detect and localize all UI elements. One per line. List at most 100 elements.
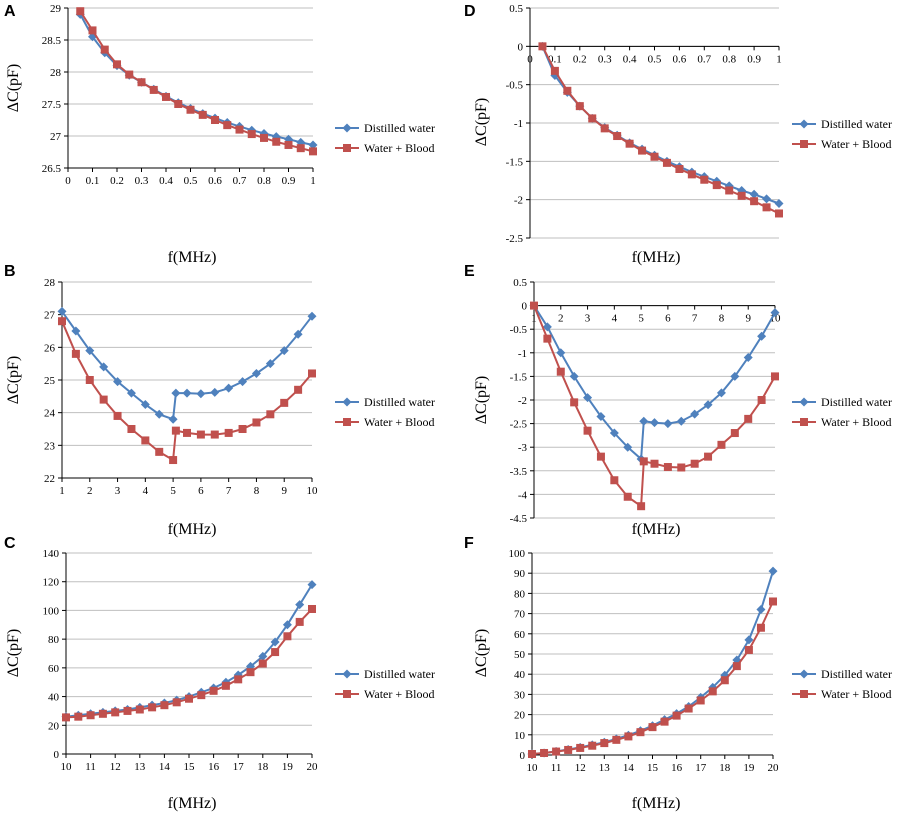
series-line-water-blood	[531, 601, 774, 755]
x-tick-label: 0	[527, 53, 533, 65]
data-point	[625, 139, 634, 148]
panel-letter: E	[464, 263, 475, 280]
data-point	[57, 306, 67, 316]
data-point	[185, 694, 193, 703]
x-tick-label: 10	[61, 761, 73, 773]
y-axis-title: ΔC(pF)	[5, 64, 22, 113]
legend-label: Distilled water	[821, 117, 892, 131]
data-point	[223, 121, 232, 130]
data-point	[196, 389, 206, 399]
x-tick-label: 0.5	[184, 175, 198, 187]
y-tick-label: 26.5	[42, 163, 62, 175]
data-point	[677, 463, 686, 472]
x-tick-label: 0.9	[282, 175, 296, 187]
data-point	[234, 675, 243, 684]
x-tick-label: 1	[59, 485, 65, 497]
data-point	[265, 359, 275, 369]
x-tick-label: 1	[310, 175, 316, 187]
data-point	[636, 728, 645, 737]
data-point	[769, 597, 777, 606]
y-tick-label: 50	[514, 649, 526, 661]
x-tick-label: 0.1	[86, 175, 100, 187]
chart-panel-c: 0 20 40 60 80 100 120 140 10 11 12 13 14 15 16 17 18 19 20…	[4, 535, 435, 812]
legend-marker	[799, 119, 809, 129]
data-point	[85, 376, 94, 384]
data-point	[720, 676, 729, 685]
y-tick-label: 0	[520, 750, 526, 762]
data-point	[737, 191, 746, 200]
x-tick-label: 13	[134, 761, 146, 773]
data-point	[210, 387, 220, 397]
data-point	[757, 396, 766, 404]
data-point	[732, 662, 741, 671]
data-point	[540, 748, 549, 757]
y-tick-label: 20	[48, 720, 60, 732]
x-tick-label: 14	[623, 762, 635, 774]
legend-label: Water + Blood	[364, 687, 434, 701]
y-tick-label: -4.5	[510, 513, 528, 525]
y-tick-label: 0	[54, 749, 60, 761]
data-point	[74, 712, 83, 721]
data-point	[708, 687, 717, 696]
data-point	[85, 346, 95, 356]
data-point	[284, 140, 293, 149]
y-tick-label: 70	[514, 609, 526, 621]
x-tick-label: 10	[527, 762, 539, 774]
legend-marker	[800, 418, 808, 426]
y-tick-label: 24	[44, 408, 56, 420]
series-line-distilled-water	[79, 13, 314, 146]
data-point	[624, 732, 633, 741]
data-point	[182, 388, 192, 398]
y-tick-label: 23	[44, 440, 56, 452]
x-tick-label: 3	[115, 485, 121, 497]
data-point	[704, 452, 713, 461]
data-point	[271, 648, 280, 657]
data-point	[542, 322, 552, 332]
y-tick-label: -1.5	[506, 156, 524, 168]
data-point	[613, 132, 622, 141]
data-point	[563, 86, 572, 95]
y-tick-label: 80	[48, 634, 60, 646]
data-point	[183, 428, 191, 437]
y-tick-label: 140	[43, 548, 60, 560]
y-axis-title: ΔC(pF)	[473, 376, 490, 425]
y-tick-label: 90	[514, 568, 526, 580]
legend-marker	[342, 123, 352, 133]
data-point	[140, 400, 150, 409]
data-point	[528, 749, 536, 758]
y-tick-label: -1	[514, 118, 523, 130]
x-tick-label: 18	[257, 761, 269, 773]
data-point	[639, 457, 648, 466]
x-tick-label: 7	[692, 313, 698, 325]
data-point	[100, 45, 109, 54]
data-point	[744, 414, 753, 423]
x-tick-label: 12	[110, 761, 121, 773]
data-point	[638, 146, 647, 155]
y-tick-label: 28	[50, 67, 62, 79]
panel-letter: D	[464, 3, 476, 20]
chart-panel-a: 26.5 27 27.5 28 28.5 29 0 0.1 0.2 0.3 0.4 0.5 0.6 0.7…	[4, 3, 435, 266]
data-point	[703, 400, 713, 410]
y-tick-label: 27.5	[42, 99, 62, 111]
data-point	[650, 459, 659, 468]
data-point	[637, 502, 646, 511]
data-point	[210, 430, 219, 439]
series-line-distilled-water	[61, 310, 313, 421]
x-tick-label: 0.3	[598, 53, 612, 65]
x-tick-label: 6	[665, 313, 671, 325]
x-tick-label: 17	[233, 761, 245, 773]
data-point	[576, 743, 585, 752]
x-tick-label: 16	[671, 762, 683, 774]
legend-marker	[800, 690, 808, 698]
x-tick-label: 0.5	[648, 53, 662, 65]
x-tick-label: 4	[612, 313, 618, 325]
data-point	[141, 436, 150, 445]
y-tick-label: 26	[44, 342, 56, 354]
y-axis-title: ΔC(pF)	[5, 356, 22, 405]
x-tick-label: 0.2	[573, 53, 587, 65]
y-tick-label: -0.5	[510, 324, 528, 336]
